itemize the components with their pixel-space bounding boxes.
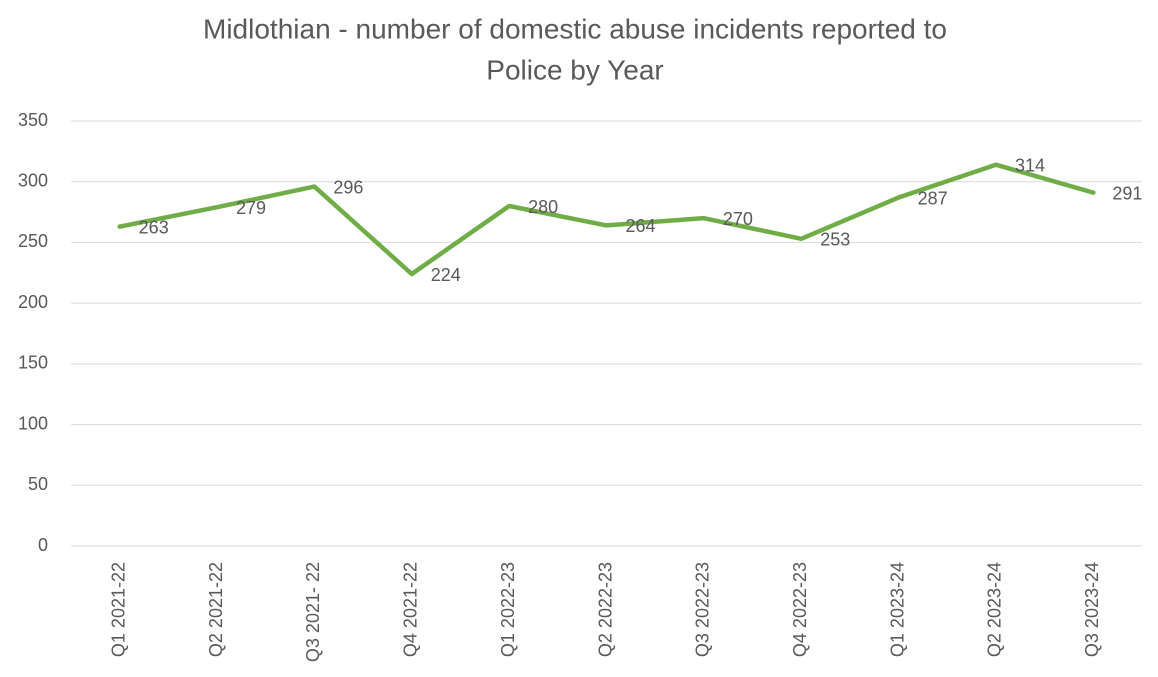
x-tick-label: Q4 2022-23 [790, 562, 810, 657]
x-tick-label: Q3 2021- 22 [303, 562, 323, 662]
y-tick-label: 50 [28, 474, 48, 494]
y-tick-label: 150 [18, 353, 48, 373]
y-tick-label: 250 [18, 231, 48, 251]
data-label: 264 [626, 216, 656, 236]
data-label: 279 [236, 198, 266, 218]
x-tick-label: Q3 2022-23 [693, 562, 713, 657]
data-label: 224 [431, 265, 461, 285]
data-label: 291 [1112, 183, 1142, 203]
data-label: 287 [918, 188, 948, 208]
chart-title: Police by Year [486, 54, 663, 85]
y-tick-label: 200 [18, 292, 48, 312]
x-tick-label: Q2 2021-22 [206, 562, 226, 657]
data-label: 314 [1015, 155, 1045, 175]
data-label: 280 [528, 197, 558, 217]
x-tick-label: Q1 2022-23 [498, 562, 518, 657]
chart-title: Midlothian - number of domestic abuse in… [203, 13, 947, 44]
y-tick-label: 0 [38, 535, 48, 555]
data-line [117, 162, 1096, 277]
y-tick-label: 300 [18, 170, 48, 190]
y-tick-label: 100 [18, 413, 48, 433]
data-label: 270 [723, 209, 753, 229]
x-tick-label: Q3 2023-24 [1082, 562, 1102, 657]
y-tick-label: 350 [18, 110, 48, 130]
x-tick-label: Q4 2021-22 [401, 562, 421, 657]
data-label: 253 [820, 230, 850, 250]
x-tick-label: Q1 2023-24 [887, 562, 907, 657]
x-tick-label: Q2 2023-24 [985, 562, 1005, 657]
data-label: 296 [333, 177, 363, 197]
data-label: 263 [139, 217, 169, 237]
x-tick-label: Q2 2022-23 [595, 562, 615, 657]
x-tick-label: Q1 2021-22 [108, 562, 128, 657]
